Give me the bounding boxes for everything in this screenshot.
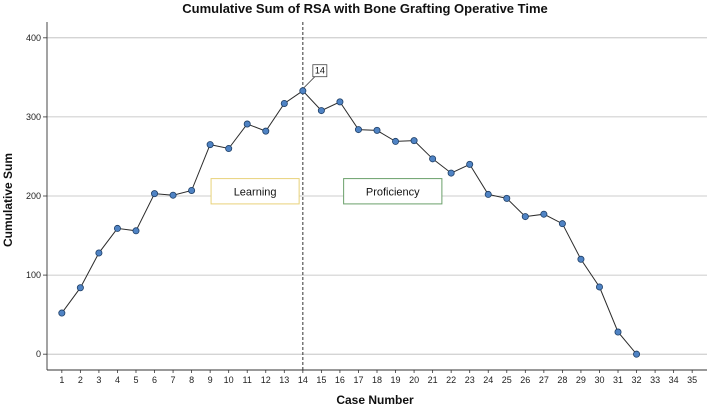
data-point-27 bbox=[540, 210, 548, 218]
x-tick-label-17: 17 bbox=[353, 375, 363, 385]
x-tick-label-6: 6 bbox=[152, 375, 157, 385]
data-point-4 bbox=[113, 224, 121, 232]
callout-box bbox=[312, 64, 328, 78]
data-point-14 bbox=[299, 87, 307, 95]
proficiency-phase-label: Proficiency bbox=[366, 186, 420, 198]
data-point-17 bbox=[354, 126, 362, 134]
x-tick-label-12: 12 bbox=[261, 375, 271, 385]
data-point-2 bbox=[76, 284, 84, 292]
data-point-24 bbox=[484, 190, 492, 198]
x-axis-title: Case Number bbox=[336, 393, 414, 407]
x-tick-label-2: 2 bbox=[78, 375, 83, 385]
x-tick-label-28: 28 bbox=[557, 375, 567, 385]
data-series bbox=[58, 87, 641, 358]
x-tick-label-27: 27 bbox=[539, 375, 549, 385]
x-tick-label-34: 34 bbox=[669, 375, 679, 385]
x-tick-label-10: 10 bbox=[224, 375, 234, 385]
callout-leader bbox=[303, 76, 316, 89]
data-point-22 bbox=[447, 169, 455, 177]
data-point-9 bbox=[206, 141, 214, 149]
y-axis-title: Cumulative Sum bbox=[1, 153, 15, 247]
data-point-19 bbox=[392, 137, 400, 145]
x-tick-label-22: 22 bbox=[446, 375, 456, 385]
x-tick-label-20: 20 bbox=[409, 375, 419, 385]
x-tick-label-14: 14 bbox=[298, 375, 308, 385]
data-point-12 bbox=[262, 127, 270, 135]
data-point-6 bbox=[151, 190, 159, 198]
x-tick-label-7: 7 bbox=[171, 375, 176, 385]
chart-title: Cumulative Sum of RSA with Bone Grafting… bbox=[182, 1, 548, 16]
learning-phase-box bbox=[210, 178, 300, 205]
x-tick-label-21: 21 bbox=[428, 375, 438, 385]
learning-phase-label: Learning bbox=[234, 186, 277, 198]
data-point-29 bbox=[577, 255, 585, 263]
data-point-32 bbox=[633, 350, 641, 358]
axes bbox=[43, 22, 707, 373]
x-tick-label-16: 16 bbox=[335, 375, 345, 385]
data-point-28 bbox=[558, 220, 566, 228]
x-tick-label-15: 15 bbox=[316, 375, 326, 385]
x-tick-label-29: 29 bbox=[576, 375, 586, 385]
data-point-18 bbox=[373, 126, 381, 134]
y-tick-label-300: 300 bbox=[26, 112, 41, 122]
x-tick-label-31: 31 bbox=[613, 375, 623, 385]
x-tick-label-5: 5 bbox=[133, 375, 138, 385]
y-tick-label-100: 100 bbox=[26, 270, 41, 280]
x-tick-label-9: 9 bbox=[208, 375, 213, 385]
data-point-23 bbox=[466, 160, 474, 168]
data-point-13 bbox=[280, 99, 288, 107]
y-tick-label-200: 200 bbox=[26, 191, 41, 201]
data-point-16 bbox=[336, 98, 344, 106]
x-tick-label-11: 11 bbox=[243, 375, 252, 385]
x-tick-label-33: 33 bbox=[650, 375, 660, 385]
x-tick-label-3: 3 bbox=[96, 375, 101, 385]
y-tick-label-400: 400 bbox=[26, 33, 41, 43]
x-tick-label-1: 1 bbox=[59, 375, 64, 385]
x-tick-label-23: 23 bbox=[465, 375, 475, 385]
proficiency-phase-box bbox=[343, 178, 443, 205]
y-tick-label-0: 0 bbox=[36, 349, 41, 359]
data-point-8 bbox=[188, 186, 196, 194]
data-point-31 bbox=[614, 328, 622, 336]
x-tick-label-35: 35 bbox=[687, 375, 697, 385]
data-point-11 bbox=[243, 120, 251, 128]
data-point-26 bbox=[521, 213, 529, 221]
data-point-20 bbox=[410, 137, 418, 145]
x-tick-label-32: 32 bbox=[632, 375, 642, 385]
data-point-3 bbox=[95, 249, 103, 257]
data-point-15 bbox=[317, 107, 325, 115]
x-tick-label-26: 26 bbox=[520, 375, 530, 385]
x-tick-label-24: 24 bbox=[483, 375, 493, 385]
x-tick-label-18: 18 bbox=[372, 375, 382, 385]
data-point-10 bbox=[225, 145, 233, 153]
callout-label: 14 bbox=[315, 66, 325, 76]
data-point-30 bbox=[595, 283, 603, 291]
x-tick-label-25: 25 bbox=[502, 375, 512, 385]
data-point-5 bbox=[132, 227, 140, 235]
x-tick-label-19: 19 bbox=[391, 375, 401, 385]
x-tick-label-13: 13 bbox=[279, 375, 289, 385]
data-point-7 bbox=[169, 191, 177, 199]
x-tick-label-30: 30 bbox=[594, 375, 604, 385]
x-tick-label-4: 4 bbox=[115, 375, 120, 385]
data-point-1 bbox=[58, 309, 66, 317]
data-point-25 bbox=[503, 194, 511, 202]
x-tick-label-8: 8 bbox=[189, 375, 194, 385]
data-point-21 bbox=[429, 155, 437, 163]
annotations: Learning Proficiency 14 bbox=[210, 22, 443, 370]
